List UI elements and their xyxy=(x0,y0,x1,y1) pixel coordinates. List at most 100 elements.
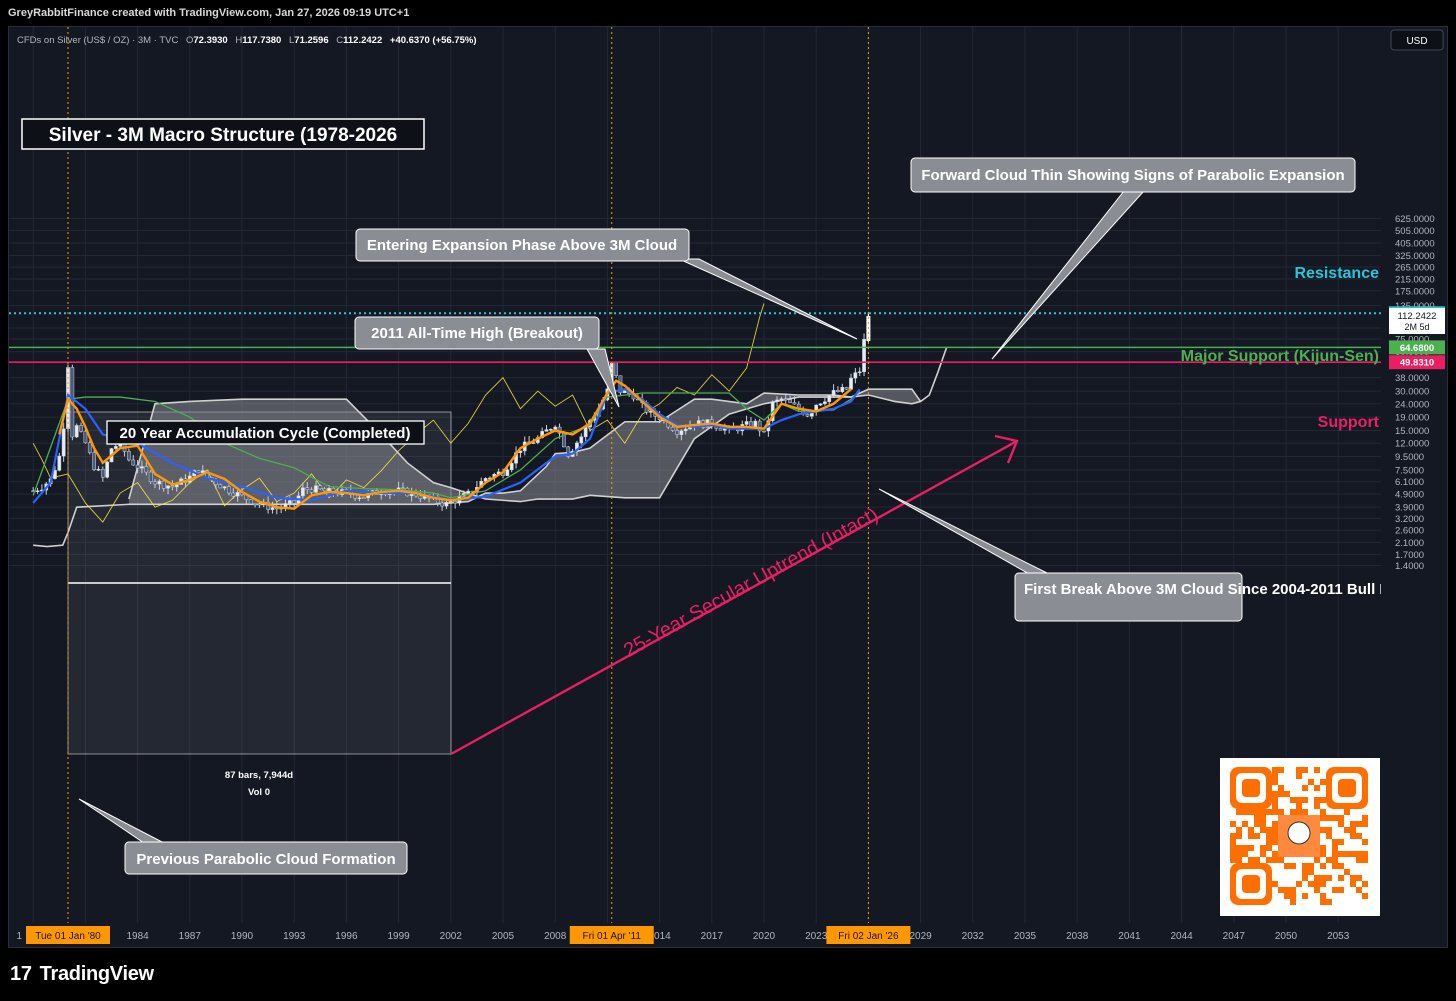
qr-module xyxy=(1272,791,1278,797)
qr-module xyxy=(1296,881,1302,887)
price-tag-text-1: 64.6800 xyxy=(1400,343,1434,354)
last-price-tag xyxy=(1389,308,1445,335)
qr-code[interactable] xyxy=(1220,758,1380,916)
candle-body xyxy=(418,495,423,499)
x-marker-label-0: Tue 01 Jan '80 xyxy=(35,931,101,942)
attribution-bar: GreyRabbitFinance created with TradingVi… xyxy=(0,0,1456,26)
x-marker-box-2 xyxy=(826,926,911,944)
qr-module xyxy=(1230,821,1236,827)
qr-module xyxy=(1272,797,1278,803)
tradingview-logo[interactable]: 17 TradingView xyxy=(10,963,154,986)
candle-body xyxy=(53,470,57,479)
qr-module xyxy=(1266,833,1272,839)
x-marker-box-0 xyxy=(26,926,110,944)
candle-body xyxy=(231,492,236,497)
measure-bars: 87 bars, 7,944d xyxy=(225,770,293,781)
candle-body xyxy=(227,486,231,494)
qr-module xyxy=(1248,833,1254,839)
legend-open: 72.3930 xyxy=(193,35,227,46)
x-tick-label: 2053 xyxy=(1327,931,1350,942)
candle-body xyxy=(105,461,110,478)
qr-module xyxy=(1320,899,1326,905)
moving-averages xyxy=(32,379,861,510)
qr-module xyxy=(1302,893,1308,899)
qr-module xyxy=(1326,827,1332,833)
x-tick-label: 1993 xyxy=(283,931,306,942)
qr-module xyxy=(1284,863,1290,869)
usd-button[interactable]: USD xyxy=(1390,29,1444,51)
qr-module xyxy=(1260,815,1266,821)
candle-body xyxy=(357,497,362,499)
candle-body xyxy=(448,501,453,503)
uptrend-arrow xyxy=(450,434,1019,756)
candle-body xyxy=(453,501,457,504)
qr-module xyxy=(1326,833,1332,839)
qr-module xyxy=(1362,851,1368,857)
qr-finder-inner xyxy=(1242,779,1260,797)
qr-module xyxy=(1278,887,1284,893)
qr-module xyxy=(1272,851,1278,857)
qr-module xyxy=(1290,797,1296,803)
y-tick-label: 2.1000 xyxy=(1395,538,1424,549)
x-tick-label: 2050 xyxy=(1275,931,1298,942)
candle-body xyxy=(614,362,618,376)
candle-body xyxy=(201,470,205,473)
y-tick-label: 265.0000 xyxy=(1395,263,1435,274)
x-tick-label: 1987 xyxy=(179,931,202,942)
usd-button-label[interactable]: USD xyxy=(1406,36,1427,47)
qr-module xyxy=(1278,857,1284,863)
date-markers xyxy=(67,27,869,923)
qr-module xyxy=(1332,839,1338,845)
qr-module xyxy=(1320,845,1326,851)
qr-module xyxy=(1308,863,1314,869)
qr-module xyxy=(1272,833,1278,839)
qr-module xyxy=(1230,839,1236,845)
qr-module xyxy=(1320,797,1326,803)
y-tick-label: 7.5000 xyxy=(1395,465,1424,476)
qr-module xyxy=(1314,857,1320,863)
qr-module xyxy=(1254,809,1260,815)
qr-module xyxy=(1266,809,1272,815)
qr-module xyxy=(1236,827,1242,833)
candle-body xyxy=(301,487,305,497)
candle-body xyxy=(196,470,201,473)
candle-body xyxy=(318,485,323,490)
qr-module xyxy=(1260,851,1266,857)
qr-module xyxy=(1296,803,1302,809)
candle-body xyxy=(74,425,79,438)
x-marker-label-2: Fri 02 Jan '26 xyxy=(838,931,899,942)
qr-module xyxy=(1314,881,1320,887)
horizontal-levels xyxy=(9,312,1381,364)
cloud-span-b-line xyxy=(128,388,922,503)
y-tick-label: 24.0000 xyxy=(1395,399,1429,410)
qr-module xyxy=(1356,851,1362,857)
qr-module xyxy=(1290,809,1296,815)
callout-previous-parabolic-text: Previous Parabolic Cloud Formation xyxy=(136,851,395,868)
x-tick-label: 2047 xyxy=(1223,931,1246,942)
candle-body xyxy=(549,429,553,431)
qr-module xyxy=(1350,827,1356,833)
qr-module xyxy=(1350,833,1356,839)
price-chart[interactable]: 25-Year Secular Uptrend (Intact) Silver … xyxy=(9,27,1447,947)
x-tick-label: 2014 xyxy=(648,931,671,942)
accumulation-label: 20 Year Accumulation Cycle (Completed) xyxy=(120,425,411,442)
qr-module xyxy=(1272,809,1278,815)
candle-body xyxy=(270,507,275,510)
qr-module xyxy=(1248,845,1254,851)
qr-module xyxy=(1302,869,1308,875)
legend-change: +40.6370 (+56.75%) xyxy=(390,35,477,46)
candle-body xyxy=(140,466,144,469)
chart-panel[interactable]: 25-Year Secular Uptrend (Intact) Silver … xyxy=(8,26,1448,948)
qr-module xyxy=(1314,803,1320,809)
y-tick-label: 405.0000 xyxy=(1395,239,1435,250)
qr-module xyxy=(1272,803,1278,809)
callout-previous-parabolic: Previous Parabolic Cloud Formation xyxy=(124,841,408,875)
candle-body xyxy=(744,421,749,425)
qr-module xyxy=(1248,827,1254,833)
qr-module xyxy=(1278,809,1284,815)
qr-module xyxy=(1266,839,1272,845)
x-tick-label: 1 xyxy=(16,931,22,942)
y-tick-label: 4.9000 xyxy=(1395,490,1424,501)
